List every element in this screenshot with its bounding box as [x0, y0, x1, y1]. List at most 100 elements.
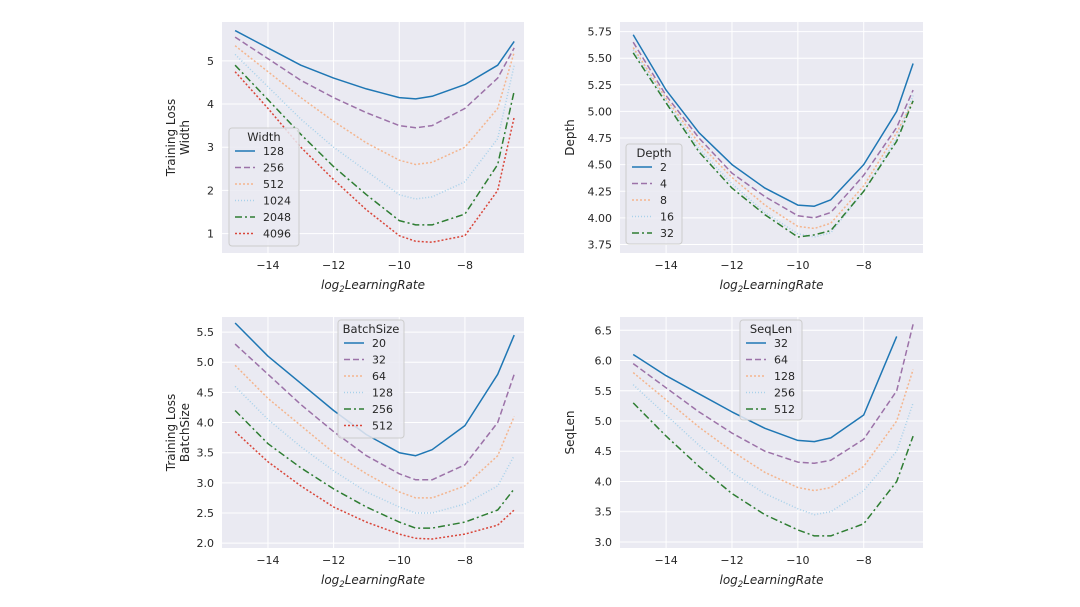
series-line-4	[632, 41, 914, 219]
legend-entry: 4	[660, 178, 667, 191]
legend-title: Width	[247, 130, 280, 144]
legend-title: BatchSize	[343, 322, 400, 336]
y-tick-label: 4	[207, 98, 214, 111]
series-line-32	[632, 336, 898, 443]
series-line-64	[234, 364, 515, 499]
y-tick-label: 5.00	[588, 105, 613, 118]
y-axis-label: Depth	[563, 119, 577, 156]
legend-entry: 256	[263, 162, 284, 175]
legend-box	[739, 319, 803, 421]
legend-entry: 256	[372, 403, 393, 416]
y-tick-label: 3.0	[595, 536, 613, 549]
legend-entry: 2	[660, 161, 667, 174]
y-tick-label: 6.5	[595, 324, 613, 337]
y-tick-label: 3	[207, 141, 214, 154]
y-tick-label: 2.5	[197, 507, 215, 520]
y-tick-label: 5	[207, 55, 214, 68]
series-line-8	[632, 47, 914, 230]
x-tick-label: −10	[786, 259, 809, 272]
x-tick-label: −12	[322, 554, 345, 567]
series-line-256	[234, 36, 515, 129]
y-tick-label: 4.00	[588, 212, 613, 225]
y-tick-label: 2.0	[197, 537, 215, 550]
legend-entry: 20	[372, 337, 386, 350]
y-tick-label: 4.5	[595, 445, 613, 458]
y-tick-label: 5.75	[588, 26, 613, 39]
y-tick-label: 5.25	[588, 79, 613, 92]
x-tick-label: −10	[388, 554, 411, 567]
x-tick-label: −8	[457, 259, 473, 272]
legend-entry: 32	[660, 227, 674, 240]
y-tick-label: 2	[207, 184, 214, 197]
series-line-256	[234, 409, 515, 529]
y-tick-label: 3.5	[197, 447, 215, 460]
x-tick-label: −12	[720, 554, 743, 567]
y-tick-label: 4.5	[197, 386, 215, 399]
legend-box	[625, 143, 683, 245]
series-line-512	[234, 431, 515, 540]
y-tick-label: 4.0	[595, 475, 613, 488]
series-line-4096	[234, 71, 515, 243]
x-tick-label: −10	[786, 554, 809, 567]
legend-entry: 128	[263, 145, 284, 158]
chart-panel-4: −14 −12 −10 −8 3.0 3.5 4.0 4.5 5.0 5.5 6.0 6.5 log2L…	[563, 317, 923, 590]
series-line-20	[234, 322, 515, 457]
series-line-1024	[234, 53, 515, 200]
series-line-128	[234, 385, 515, 514]
legend-entry: 16	[660, 211, 674, 224]
y-axis-label: BatchSize	[178, 403, 192, 462]
y-tick-label: 6.0	[595, 355, 613, 368]
chart-panel-3: −14 −12 −10 −8 2.0 2.5 3.0 3.5 4.0 4.5 5.0 5.5 log2L…	[164, 317, 524, 590]
series-line-32	[234, 343, 515, 481]
legend-box	[337, 319, 405, 439]
series-line-64	[632, 324, 914, 465]
y-axis-label: Training Loss	[164, 99, 178, 177]
y-axis-label: Training Loss	[164, 394, 178, 472]
y-tick-label: 4.75	[588, 132, 613, 145]
x-axis-label: log2LearningRate	[719, 573, 823, 590]
series-line-128	[632, 369, 914, 492]
x-tick-label: −10	[388, 259, 411, 272]
legend-entry: 1024	[263, 195, 291, 208]
legend-entry: 8	[660, 194, 667, 207]
x-tick-label: −14	[654, 554, 677, 567]
legend-entry: 512	[263, 178, 284, 191]
y-tick-label: 5.5	[595, 385, 613, 398]
legend-title: Depth	[636, 146, 671, 160]
y-tick-label: 5.50	[588, 52, 613, 65]
x-axis-label: log2LearningRate	[321, 278, 425, 295]
legend-entry: 256	[774, 387, 795, 400]
y-tick-label: 3.0	[197, 477, 215, 490]
series-line-2	[632, 34, 914, 207]
legend-entry: 128	[774, 370, 795, 383]
legend-entry: 2048	[263, 211, 291, 224]
chart-panel-2: −14 −12 −10 −8 3.75 4.00 4.25 4.50 4.75 5.00 5.25 5…	[563, 22, 923, 295]
chart-panel-1: −14 −12 −10 −8 1 2 3 4 5 log2LearningRate Training…	[164, 22, 524, 295]
y-tick-label: 4.50	[588, 159, 613, 172]
legend-entry: 128	[372, 387, 393, 400]
legend-entry: 512	[774, 403, 795, 416]
x-tick-label: −14	[256, 554, 279, 567]
y-tick-label: 3.75	[588, 238, 613, 251]
legend-entry: 64	[774, 354, 788, 367]
legend-entry: 4096	[263, 228, 291, 241]
x-tick-label: −8	[856, 554, 872, 567]
legend-entry: 32	[372, 354, 386, 367]
legend-entry: 64	[372, 370, 386, 383]
legend-entry: 512	[372, 420, 393, 433]
x-axis-label: log2LearningRate	[719, 278, 823, 295]
series-line-512	[632, 402, 914, 537]
x-tick-label: −8	[856, 259, 872, 272]
x-tick-label: −12	[720, 259, 743, 272]
x-tick-label: −14	[256, 259, 279, 272]
series-line-128	[234, 29, 515, 100]
x-tick-label: −12	[322, 259, 345, 272]
x-tick-label: −14	[654, 259, 677, 272]
y-tick-label: 5.0	[197, 356, 215, 369]
y-axis-label: SeqLen	[563, 410, 577, 454]
y-tick-label: 4.0	[197, 417, 215, 430]
